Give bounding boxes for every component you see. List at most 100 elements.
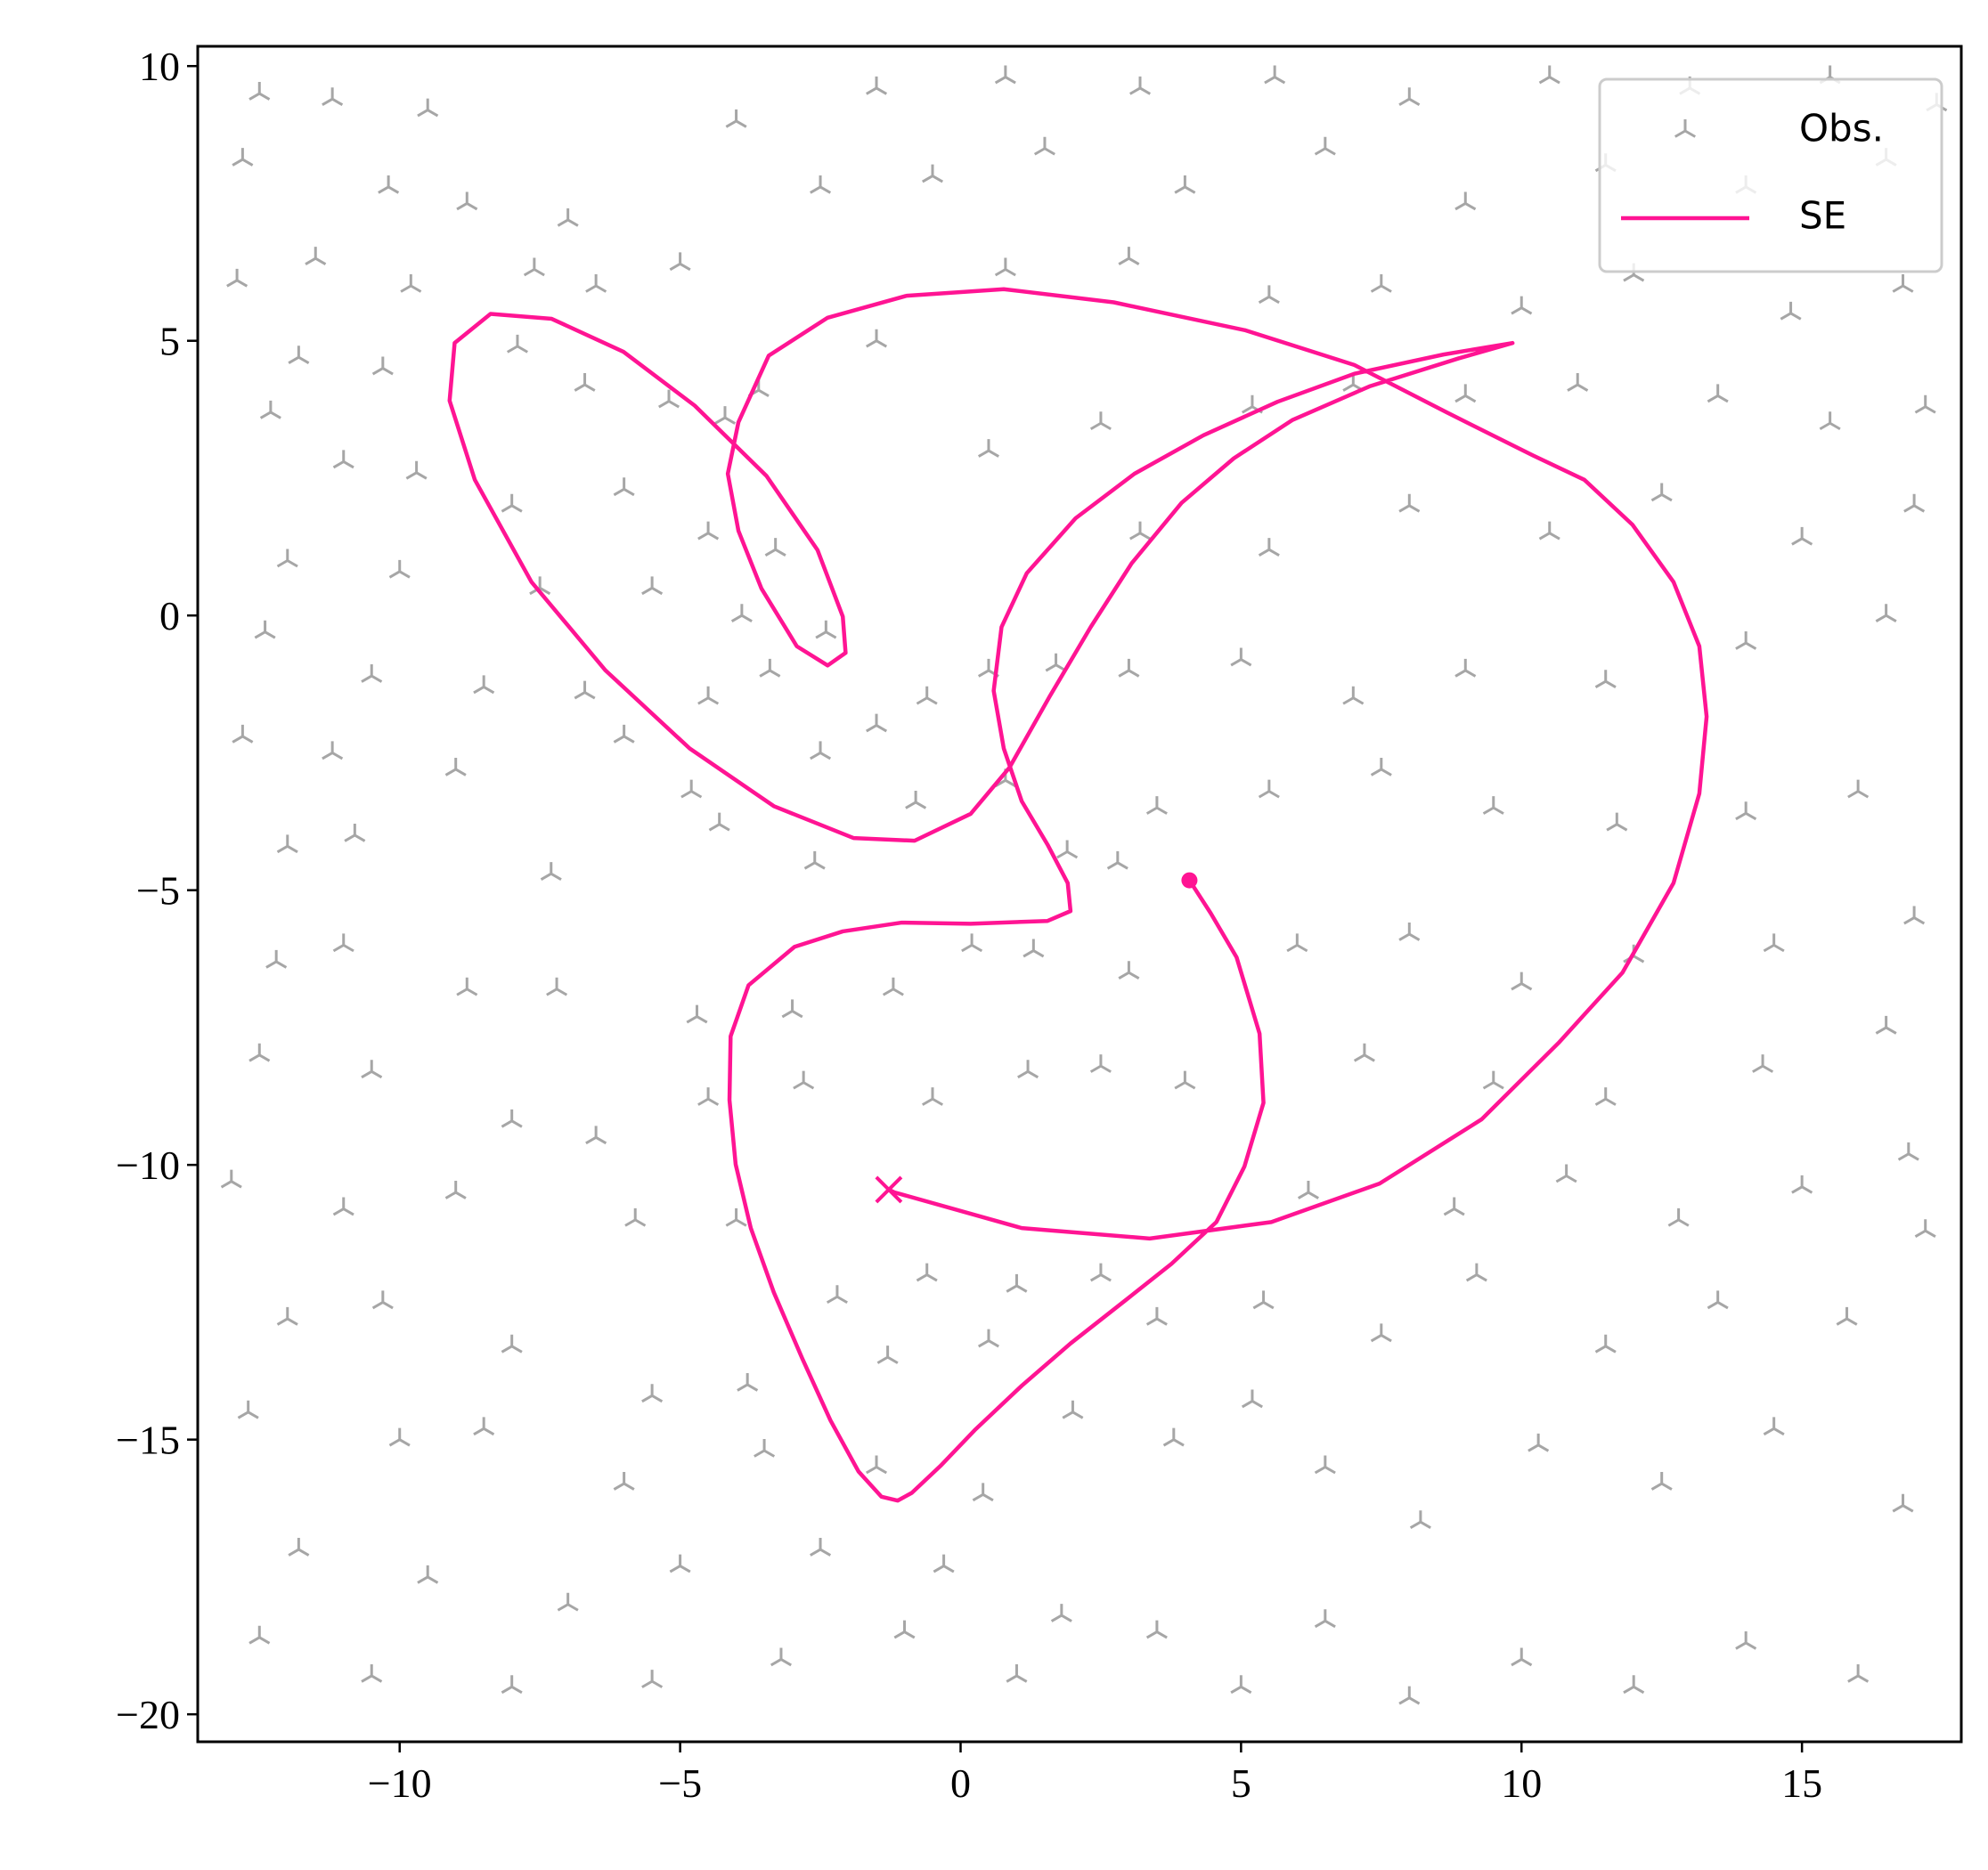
observation-marker	[1252, 1290, 1275, 1310]
observation-marker	[916, 1263, 938, 1282]
observation-marker	[1454, 658, 1477, 678]
observation-marker	[1606, 812, 1628, 832]
observation-marker	[1735, 801, 1757, 821]
observation-marker	[866, 76, 888, 95]
observation-marker	[1258, 779, 1280, 799]
observation-marker	[657, 389, 680, 409]
y-tick-label: 5	[159, 319, 180, 364]
observation-marker	[220, 1169, 242, 1189]
observation-marker	[1454, 384, 1477, 403]
observation-marker	[1145, 796, 1168, 815]
observation-marker	[1258, 538, 1280, 557]
observation-marker	[1791, 1175, 1813, 1194]
observation-marker	[1594, 670, 1617, 689]
observation-marker	[680, 779, 703, 799]
observation-marker	[697, 1087, 720, 1106]
observation-marker	[1409, 1510, 1431, 1530]
observation-marker	[1707, 384, 1729, 403]
observation-marker	[1752, 1054, 1774, 1073]
x-tick-label: 5	[1231, 1760, 1251, 1806]
observation-marker	[546, 977, 568, 996]
observation-marker	[1314, 1609, 1336, 1629]
observation-marker	[1370, 757, 1392, 776]
observation-marker	[585, 274, 607, 293]
observation-marker	[361, 1663, 383, 1683]
observation-marker	[1875, 604, 1897, 622]
observation-marker	[770, 1647, 792, 1667]
observation-marker	[697, 521, 720, 541]
observation-marker	[1763, 933, 1785, 953]
observation-marker	[921, 1087, 944, 1106]
observation-marker	[1129, 521, 1152, 541]
observation-marker	[815, 620, 837, 639]
observation-marker	[332, 1197, 354, 1216]
observation-marker	[1162, 1427, 1185, 1447]
observation-marker	[1398, 1686, 1421, 1705]
observation-marker	[585, 1126, 607, 1145]
observation-marker	[1903, 906, 1926, 925]
observation-marker	[1258, 285, 1280, 305]
observation-marker	[1594, 1087, 1617, 1106]
observation-marker	[613, 477, 635, 497]
observation-marker	[961, 933, 983, 953]
observation-marker	[1511, 972, 1533, 991]
observation-marker	[248, 1043, 271, 1062]
observation-marker	[506, 334, 528, 354]
observation-marker	[994, 257, 1016, 277]
observation-marker	[905, 790, 927, 809]
observation-marker	[1791, 526, 1813, 546]
observation-marker	[259, 400, 281, 419]
end-marker	[875, 1175, 903, 1204]
observation-marker	[916, 686, 938, 705]
observation-marker	[1667, 1207, 1690, 1227]
observation-marker	[921, 164, 944, 183]
observation-marker	[501, 1109, 523, 1128]
observation-marker	[248, 82, 271, 101]
observation-marker	[1892, 1493, 1914, 1513]
legend: Obs. SE	[1598, 77, 1943, 273]
observation-marker	[1623, 1675, 1645, 1695]
observation-marker	[1528, 1433, 1550, 1452]
observation-marker	[1914, 1219, 1936, 1239]
observation-marker	[557, 1592, 579, 1612]
observation-marker	[265, 949, 288, 969]
observation-marker	[1398, 923, 1421, 941]
observation-marker	[276, 549, 298, 568]
observation-marker	[288, 1538, 310, 1557]
observation-marker	[1118, 961, 1140, 980]
observation-marker	[1780, 301, 1802, 321]
observation-marker	[388, 1427, 411, 1447]
observation-marker	[1174, 175, 1196, 194]
observation-marker	[444, 757, 467, 776]
observation-marker	[305, 247, 327, 265]
observation-marker	[1847, 779, 1870, 799]
observation-marker	[1914, 394, 1936, 414]
observation-marker	[994, 65, 1016, 85]
observation-marker	[1297, 1181, 1319, 1199]
observation-marker	[641, 1384, 664, 1403]
observation-marker	[1847, 1663, 1870, 1683]
observation-marker	[1145, 1620, 1168, 1639]
observation-marker	[826, 1285, 848, 1305]
observation-marker	[574, 680, 596, 700]
observation-marker	[1118, 658, 1140, 678]
y-tick-label: 10	[139, 44, 180, 89]
observation-marker	[1555, 1164, 1577, 1183]
observation-marker	[737, 1372, 759, 1392]
observation-marker	[1145, 1306, 1168, 1326]
observation-marker	[866, 1455, 888, 1475]
observation-marker	[248, 1625, 271, 1645]
plot-area	[220, 65, 1948, 1705]
observation-marker	[1538, 521, 1560, 541]
observation-marker	[793, 1070, 815, 1090]
observation-marker	[276, 834, 298, 854]
observation-marker	[288, 346, 310, 365]
observation-marker	[1763, 1417, 1785, 1436]
observation-marker	[1314, 136, 1336, 156]
observation-marker	[1903, 493, 1926, 513]
observation-marker	[1836, 1306, 1858, 1326]
observation-marker	[1129, 76, 1152, 95]
observation-marker	[1650, 1472, 1673, 1491]
observation-marker	[1482, 796, 1504, 815]
x-tick-label: −10	[368, 1760, 432, 1806]
